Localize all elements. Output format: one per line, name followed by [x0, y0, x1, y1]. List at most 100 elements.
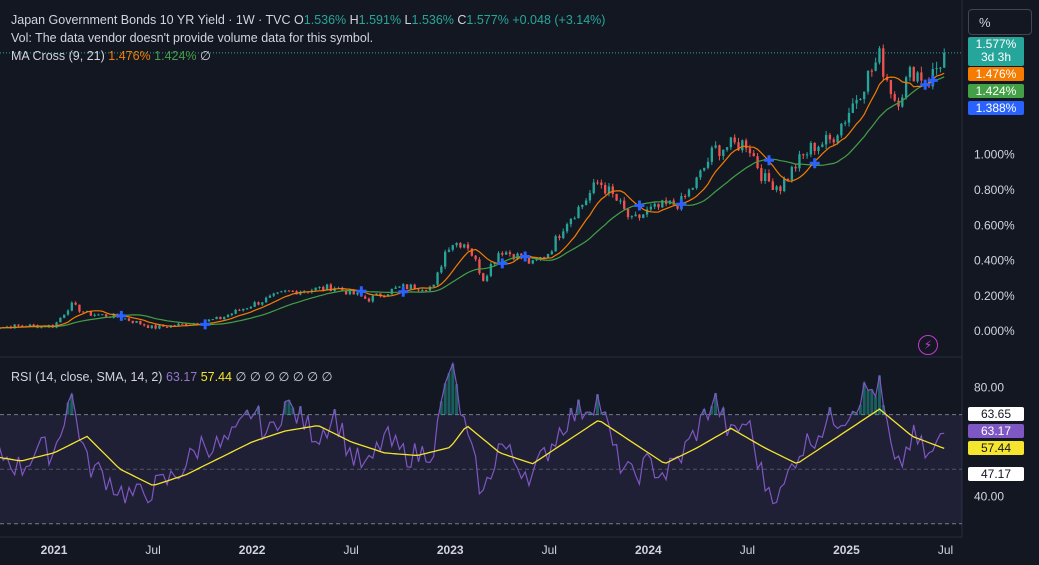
- countdown-value: 3d 3h: [980, 50, 1012, 64]
- candle-body: [32, 324, 35, 326]
- ohlc-value: 1.577%: [466, 13, 509, 27]
- candle-body: [123, 318, 127, 320]
- rsi-sma-value: 57.44: [200, 370, 232, 384]
- candle-body: [162, 325, 165, 327]
- candle-body: [127, 318, 131, 321]
- candle-body: [451, 245, 454, 250]
- candle-body: [226, 315, 230, 317]
- candle-body: [512, 254, 515, 260]
- symbol-title: Japan Government Bonds 10 YR Yield · 1W …: [11, 13, 291, 27]
- candle-body: [577, 206, 580, 219]
- lightning-icon[interactable]: ⚡: [918, 335, 938, 355]
- candle-body: [752, 153, 755, 157]
- change-value: +0.048 (+3.14%): [512, 13, 606, 27]
- rsi-line: [0, 361, 945, 505]
- candle-body: [592, 182, 595, 193]
- price-tick-label: 0.600%: [974, 218, 1015, 232]
- candle-body: [283, 290, 287, 292]
- candle-body: [805, 154, 809, 156]
- candle-body: [840, 123, 843, 136]
- candle-body: [409, 284, 413, 290]
- ohlc-key: L: [401, 13, 412, 27]
- price-tick-label: 0.200%: [974, 289, 1015, 303]
- candle-body: [55, 322, 58, 328]
- ma-cross-legend[interactable]: MA Cross (9, 21) 1.476% 1.424% ∅: [11, 48, 211, 63]
- candle-body: [611, 186, 614, 194]
- candle-body: [417, 289, 420, 291]
- ma-cross-marker: [927, 75, 938, 86]
- candle-body: [695, 177, 698, 189]
- candle-body: [543, 257, 546, 259]
- candle-body: [809, 142, 813, 155]
- candle-body: [299, 291, 302, 295]
- candle-body: [638, 214, 641, 218]
- candle-body: [238, 309, 241, 311]
- candle-body: [158, 325, 161, 329]
- candle-body: [783, 178, 786, 192]
- ma-cross-marker: [634, 200, 645, 211]
- candle-body: [653, 203, 656, 207]
- rsi-sma-line: [0, 408, 945, 486]
- candle-body: [649, 206, 653, 210]
- candle-body: [447, 249, 451, 252]
- candle-body: [630, 216, 633, 218]
- candle-body: [63, 314, 66, 318]
- ohlc-key: O: [294, 13, 304, 27]
- candle-body: [139, 321, 142, 325]
- candle-body: [779, 186, 782, 192]
- candle-body: [550, 251, 553, 255]
- last-price-pill: 1.577% 3d 3h: [968, 37, 1024, 66]
- ma-slow-pill: 1.424%: [968, 84, 1024, 98]
- ohlc-values: O1.536% H1.591% L1.536% C1.577%: [294, 13, 512, 27]
- candle-body: [165, 326, 169, 328]
- candle-body: [89, 311, 93, 316]
- candle-body: [672, 200, 675, 205]
- candle-body: [546, 254, 550, 258]
- candle-body: [177, 323, 180, 326]
- price-tick-label: 1.000%: [974, 148, 1015, 162]
- candle-body: [767, 173, 771, 182]
- candle-body: [329, 284, 333, 292]
- candle-body: [371, 295, 374, 302]
- candle-body: [844, 122, 847, 124]
- candle-body: [733, 137, 736, 143]
- candle-body: [855, 99, 858, 104]
- candle-body: [257, 302, 260, 305]
- candle-body: [878, 48, 881, 63]
- time-tick-label: Jul: [145, 543, 160, 557]
- ma-cross-marker: [200, 319, 211, 330]
- candle-body: [920, 72, 923, 81]
- candle-body: [424, 290, 428, 292]
- candle-body: [714, 145, 717, 148]
- time-tick-label: 2022: [239, 543, 266, 557]
- last-price-value: 1.577%: [975, 37, 1017, 51]
- candle-body: [748, 148, 752, 154]
- candle-body: [573, 218, 576, 220]
- candle-body: [615, 193, 618, 201]
- ma-cross-marker: [116, 310, 127, 321]
- time-tick-label: Jul: [740, 543, 755, 557]
- candle-body: [325, 284, 329, 290]
- ma-cross-marker: [809, 158, 820, 169]
- candle-body: [82, 311, 85, 313]
- rsi-legend[interactable]: RSI (14, close, SMA, 14, 2) 63.17 57.44 …: [11, 369, 333, 384]
- candle-body: [112, 313, 115, 318]
- candle-body: [428, 286, 432, 291]
- candle-body: [802, 154, 805, 156]
- rsi-tick-label: 40.00: [974, 490, 1004, 504]
- candle-body: [413, 284, 416, 290]
- ma-cross-marker: [497, 258, 508, 269]
- candle-body: [74, 302, 77, 305]
- candle-body: [131, 320, 134, 323]
- candle-body: [565, 224, 569, 232]
- candle-body: [764, 173, 767, 182]
- candle-body: [657, 203, 660, 208]
- candle-body: [935, 67, 938, 70]
- unit-toggle-button[interactable]: %: [968, 9, 1032, 35]
- candle-body: [897, 100, 900, 107]
- candle-body: [245, 308, 249, 310]
- candle-body: [150, 325, 153, 328]
- candle-body: [268, 295, 272, 298]
- candle-body: [432, 284, 435, 287]
